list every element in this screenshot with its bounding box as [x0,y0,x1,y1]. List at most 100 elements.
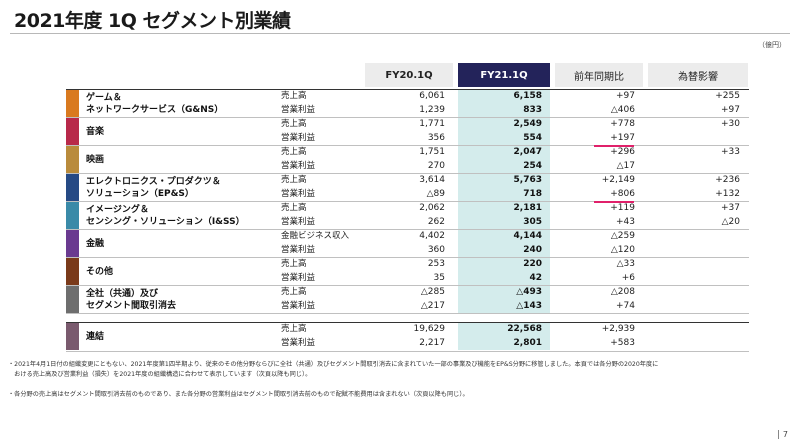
segment-divider [66,285,749,286]
total-top-rule [66,322,749,323]
value-fy21: △143 [516,301,542,311]
row-label: 金融ビジネス収入 [281,231,350,241]
segment-divider [66,117,749,118]
value-fy20: 19,629 [413,324,446,334]
value-fy20: 2,217 [419,338,445,348]
value-fy21: 718 [523,189,542,199]
segment-color-bar [66,90,79,117]
value-fx: +132 [715,189,740,199]
column-header-fy20: FY20.1Q [365,63,453,87]
segment-name-line2: ソリューション（EP&S） [86,188,194,199]
value-fx [648,300,740,313]
row-label: 営業利益 [281,245,316,255]
segment-name-line1: エレクトロニクス・プロダクツ＆ [86,176,221,187]
row-label: 営業利益 [281,217,316,227]
value-fy21: △493 [516,287,542,297]
row-label: 営業利益 [281,133,316,143]
value-fy21: 6,158 [513,91,542,101]
value-fy20: 253 [427,259,445,269]
value-yoy: △259 [610,231,635,241]
segment-name: ゲーム＆ ネットワークサービス（G&NS） [86,90,223,117]
row-label: 売上高 [281,175,307,185]
value-yoy: +2,939 [601,324,635,334]
value-fy21: 554 [523,133,542,143]
row-label: 売上高 [281,287,307,297]
value-fy20: 262 [427,217,445,227]
value-fx [648,230,740,243]
segment-name-line1: 金融 [86,238,105,249]
value-fx [648,244,740,257]
title-divider [10,33,790,34]
segment-name: エレクトロニクス・プロダクツ＆ ソリューション（EP&S） [86,174,221,201]
column-header-fy21: FY21.1Q [458,63,550,87]
unit-label: （億円） [758,41,786,49]
segment-divider [66,201,749,202]
value-fy21: 42 [529,273,542,283]
value-yoy: △120 [610,245,635,255]
row-label: 売上高 [281,147,307,157]
segment-color-bar [66,118,79,145]
segment-name: その他 [86,258,113,285]
row-label: 営業利益 [281,338,316,348]
value-fy20: △89 [426,189,445,199]
value-fy21: 2,181 [513,203,542,213]
segment-name-line1: ゲーム＆ [86,92,122,103]
value-fx: +37 [721,203,740,213]
segment-color-bar [66,230,79,257]
value-fy21: 305 [523,217,542,227]
segment-name-line1: イメージング＆ [86,204,149,215]
segment-color-bar [66,286,79,313]
value-yoy: +197 [610,133,635,143]
value-fy20: 356 [427,133,445,143]
value-fx [648,272,740,285]
segment-name: 金融 [86,230,104,257]
row-label: 売上高 [281,203,307,213]
table-top-rule [66,89,749,90]
row-label: 売上高 [281,259,307,269]
value-yoy: +97 [616,91,635,101]
value-yoy: △406 [610,105,635,115]
row-label: 売上高 [281,91,307,101]
total-color-bar [66,323,79,350]
segment-name-line2: センシング・ソリューション（I&SS） [86,216,245,227]
segment-name-line1: 映画 [86,154,105,165]
value-fy21: 2,047 [513,147,542,157]
value-fy21: 2,801 [513,338,542,348]
footnote-1-cont: おける売上高及び営業利益（損失）を2021年度の組織構造に合わせて表示しています… [8,371,312,378]
segment-divider [66,229,749,230]
segment-divider [66,173,749,174]
segment-divider [66,313,749,314]
value-fy20: 360 [427,245,445,255]
value-fy20: 1,751 [419,147,445,157]
segment-color-bar [66,146,79,173]
value-yoy: +806 [610,189,635,199]
value-fx: +236 [715,175,740,185]
value-fy20: 1,239 [419,105,445,115]
page-title: 2021年度 1Q セグメント別業績 [14,10,291,32]
row-label: 売上高 [281,324,307,334]
value-yoy: +119 [610,203,635,213]
segment-name-line2: ネットワークサービス（G&NS） [86,104,224,115]
value-fx [648,337,740,350]
column-header-yoy: 前年同期比 [555,63,643,87]
segment-name: 全社（共通）及び セグメント間取引消去 [86,286,176,313]
value-fx [648,258,740,271]
value-fy20: △285 [420,287,445,297]
value-yoy: +583 [610,338,635,348]
value-fy21: 220 [523,259,542,269]
row-label: 営業利益 [281,301,316,311]
value-fy20: 2,062 [419,203,445,213]
value-fy21: 240 [523,245,542,255]
footnote-2: ・各分野の売上高はセグメント間取引消去前のものであり、また各分野の営業利益はセグ… [8,391,469,398]
value-fy21: 254 [523,161,542,171]
value-fx [648,160,740,173]
row-label: 営業利益 [281,105,316,115]
footnote-1: ・2021年4月1日付の組織変更にともない、2021年度第1四半期より、従来のそ… [8,361,659,368]
value-fx [648,323,740,336]
value-fy20: 35 [433,273,445,283]
value-fy20: 270 [427,161,445,171]
value-yoy: +74 [616,301,635,311]
value-fy21: 833 [523,105,542,115]
value-fx: +97 [721,105,740,115]
value-fy20: 6,061 [419,91,445,101]
